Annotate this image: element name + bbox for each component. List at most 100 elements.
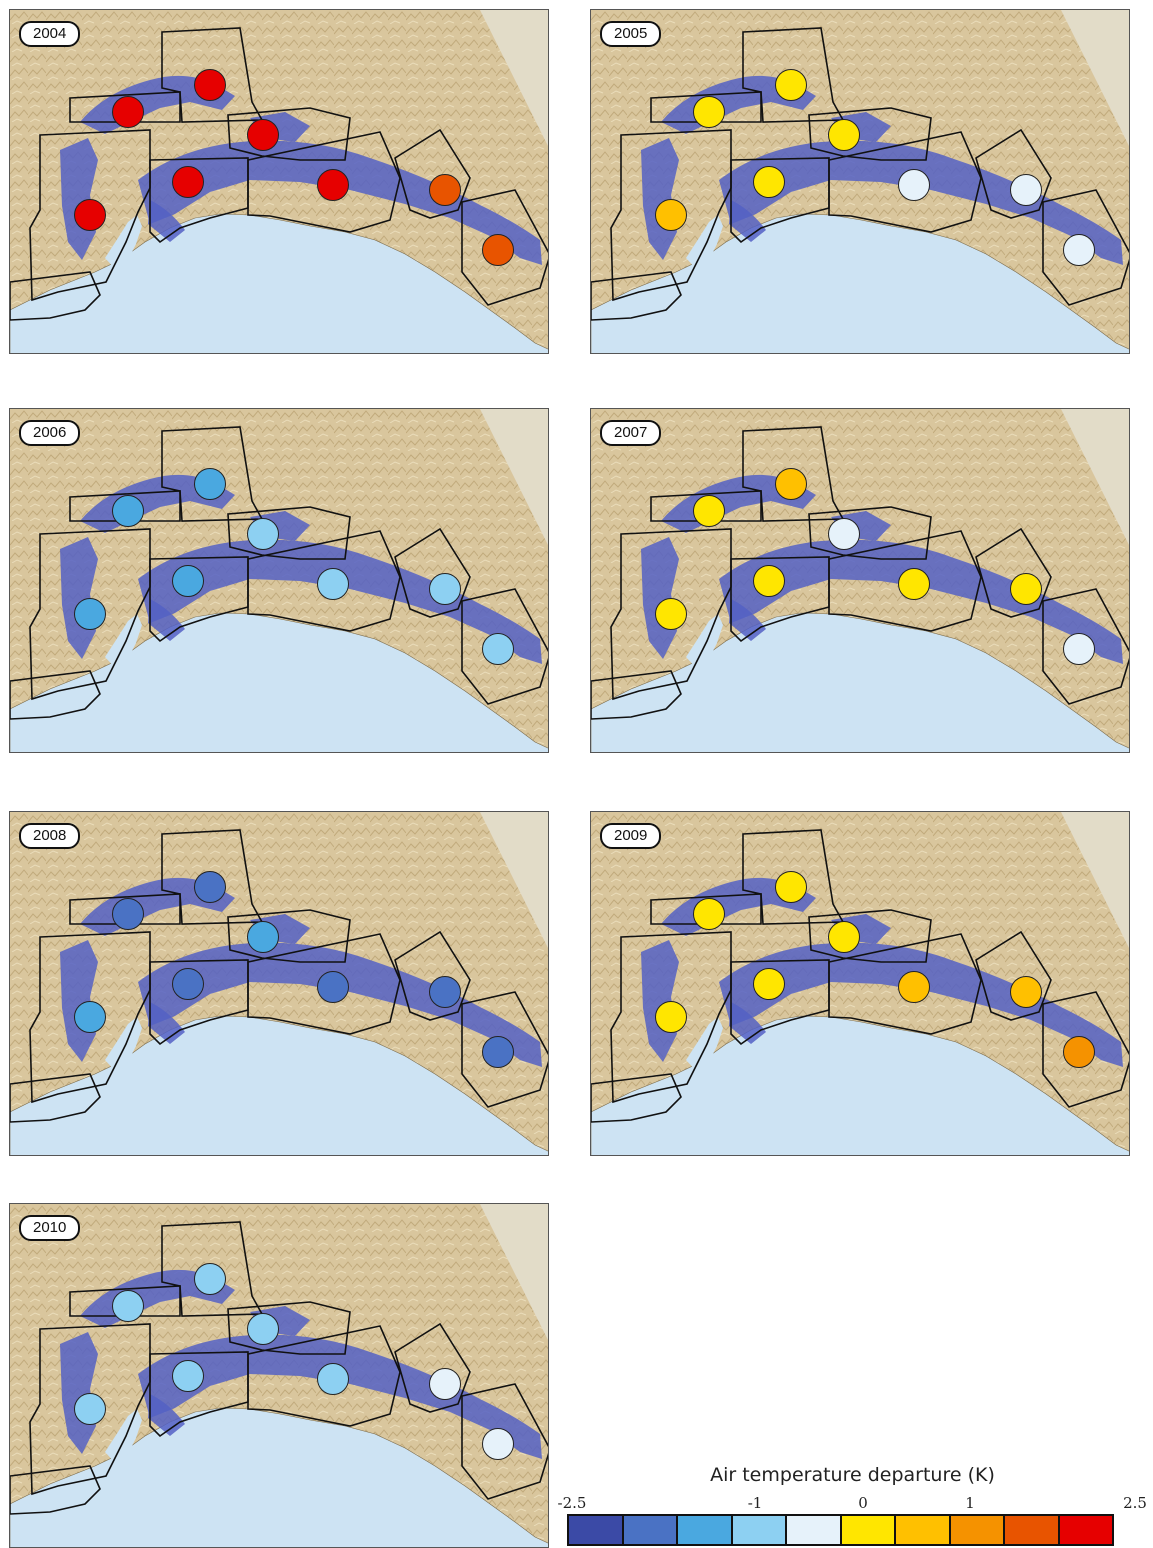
temperature-marker	[828, 921, 860, 953]
temperature-marker	[194, 468, 226, 500]
colorbar-swatch	[787, 1516, 840, 1544]
region-outline	[69, 1285, 181, 1317]
temperature-marker	[1010, 573, 1042, 605]
region-outline	[650, 91, 762, 123]
year-label: 2006	[19, 420, 81, 446]
temperature-marker	[693, 898, 725, 930]
glacier-area	[719, 140, 1123, 265]
colorbar-swatch	[1005, 1516, 1058, 1544]
alaska-map	[591, 409, 1129, 752]
temperature-marker	[429, 976, 461, 1008]
region-outline	[828, 131, 982, 233]
map-background	[480, 812, 548, 948]
temperature-marker	[693, 495, 725, 527]
temperature-marker	[898, 971, 930, 1003]
temperature-marker	[317, 169, 349, 201]
temperature-marker	[1010, 976, 1042, 1008]
colorbar-swatch	[841, 1516, 894, 1544]
temperature-marker	[194, 1263, 226, 1295]
glacier-area	[138, 140, 542, 265]
colorbar-swatch	[732, 1516, 785, 1544]
region-outline	[69, 490, 181, 522]
region-outline	[247, 933, 401, 1035]
temperature-marker	[194, 69, 226, 101]
region-outline	[461, 991, 548, 1108]
temperature-marker	[655, 199, 687, 231]
alaska-map	[10, 10, 548, 353]
alaska-map	[10, 812, 548, 1155]
year-label: 2004	[19, 21, 81, 47]
temperature-marker	[112, 898, 144, 930]
colorbar-swatch	[950, 1516, 1003, 1544]
temperature-marker	[1063, 234, 1095, 266]
year-label: 2005	[600, 21, 662, 47]
alaska-map	[591, 10, 1129, 353]
colorbar-swatch	[678, 1516, 731, 1544]
year-label: 2007	[600, 420, 662, 446]
region-outline	[247, 1325, 401, 1427]
region-outline	[808, 909, 932, 963]
glacier-area	[138, 1334, 542, 1459]
inlet	[686, 614, 723, 671]
temperature-marker	[112, 495, 144, 527]
temperature-marker	[775, 468, 807, 500]
temperature-marker	[655, 1001, 687, 1033]
map-panel-2010: 2010	[9, 1203, 549, 1548]
ocean	[591, 213, 1129, 353]
region-outline	[461, 1383, 548, 1500]
map-background	[480, 10, 548, 146]
region-outline	[247, 131, 401, 233]
region-outline	[10, 670, 101, 720]
temperature-marker	[753, 968, 785, 1000]
glacier-area	[138, 539, 542, 664]
temperature-marker	[898, 169, 930, 201]
tick-label: -1	[747, 1494, 763, 1512]
temperature-marker	[429, 1368, 461, 1400]
region-outline	[69, 893, 181, 925]
region-outline	[461, 189, 548, 306]
region-outline	[10, 1465, 101, 1515]
glacier-area	[719, 539, 1123, 664]
region-outline	[591, 670, 682, 720]
tick-label: 1	[965, 1494, 975, 1512]
inlet	[105, 1017, 142, 1074]
map-panel-2009: 2009	[590, 811, 1130, 1156]
temperature-marker	[317, 568, 349, 600]
inlet	[105, 614, 142, 671]
region-outline	[650, 490, 762, 522]
temperature-marker	[828, 119, 860, 151]
region-outline	[591, 1073, 682, 1123]
region-outline	[161, 829, 264, 925]
ocean	[10, 1015, 548, 1155]
temperature-marker	[247, 921, 279, 953]
temperature-marker	[482, 1036, 514, 1068]
region-outline	[161, 426, 264, 522]
region-outline	[227, 1301, 351, 1355]
ocean	[591, 1015, 1129, 1155]
alaska-map	[591, 812, 1129, 1155]
region-outline	[742, 829, 845, 925]
temperature-marker	[482, 1428, 514, 1460]
colorbar-swatch	[569, 1516, 622, 1544]
colorbar-swatch	[1059, 1516, 1112, 1544]
tick-label: 0	[858, 1494, 868, 1512]
ocean	[10, 1407, 548, 1547]
temperature-marker	[1063, 633, 1095, 665]
year-label: 2010	[19, 1215, 81, 1241]
region-outline	[10, 271, 101, 321]
temperature-marker	[172, 166, 204, 198]
inlet	[686, 1017, 723, 1074]
temperature-marker	[1010, 174, 1042, 206]
inlet	[105, 215, 142, 272]
colorbar-swatch	[623, 1516, 676, 1544]
colorbar-swatch	[896, 1516, 949, 1544]
temperature-marker	[429, 174, 461, 206]
region-outline	[227, 909, 351, 963]
region-outline	[394, 930, 471, 1021]
temperature-marker	[172, 1360, 204, 1392]
year-label: 2009	[600, 823, 662, 849]
ocean	[10, 213, 548, 353]
tick-label: -2.5	[557, 1494, 587, 1512]
temperature-marker	[482, 234, 514, 266]
map-panel-2004: 2004	[9, 9, 549, 354]
